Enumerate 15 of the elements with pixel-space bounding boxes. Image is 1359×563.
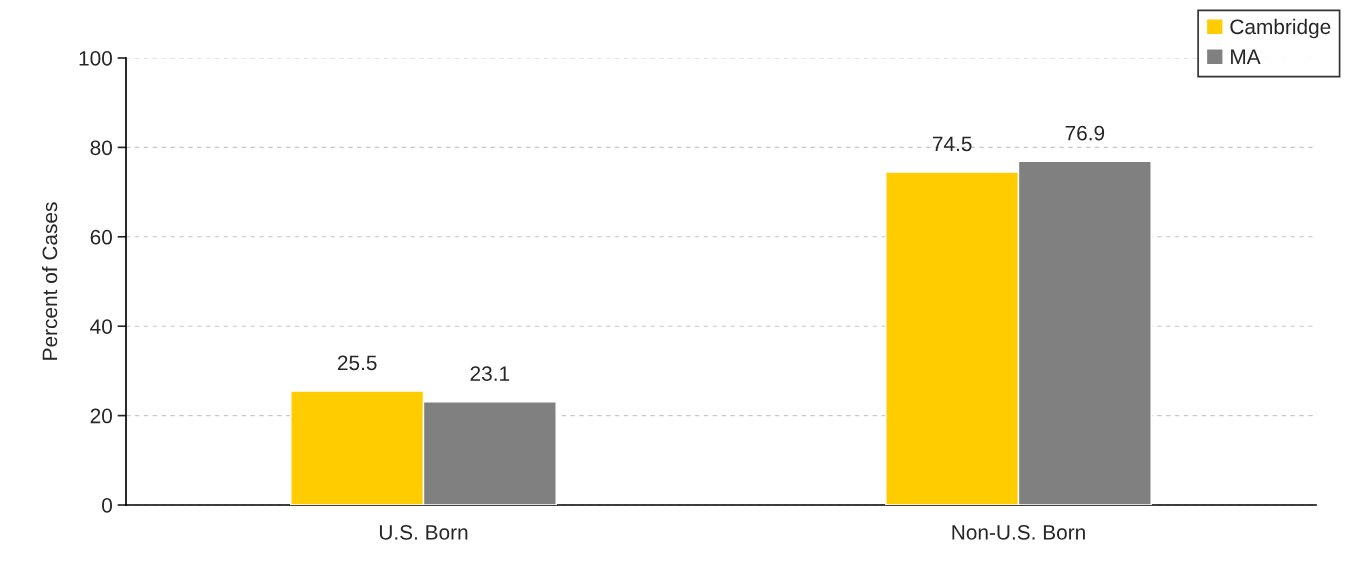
y-tick-label: 40: [90, 319, 112, 334]
x-tick-label: Non-U.S. Born: [952, 524, 1085, 540]
y-tick-label: 60: [90, 229, 112, 245]
y-tick-label: 80: [90, 140, 112, 156]
data-label: 74.5: [932, 136, 972, 152]
x-tick-label: U.S. Born: [379, 524, 468, 540]
y-tick-label: 0: [102, 498, 112, 513]
y-tick-label: 100: [79, 51, 112, 66]
data-label: 25.5: [337, 355, 377, 371]
y-axis-title: Percent of Cases: [41, 202, 58, 360]
data-label: 23.1: [470, 366, 510, 381]
legend-label: MA: [1231, 49, 1261, 64]
y-tick-label: 20: [90, 408, 112, 424]
legend-label: Cambridge: [1230, 18, 1331, 39]
data-label: 76.9: [1065, 125, 1105, 141]
